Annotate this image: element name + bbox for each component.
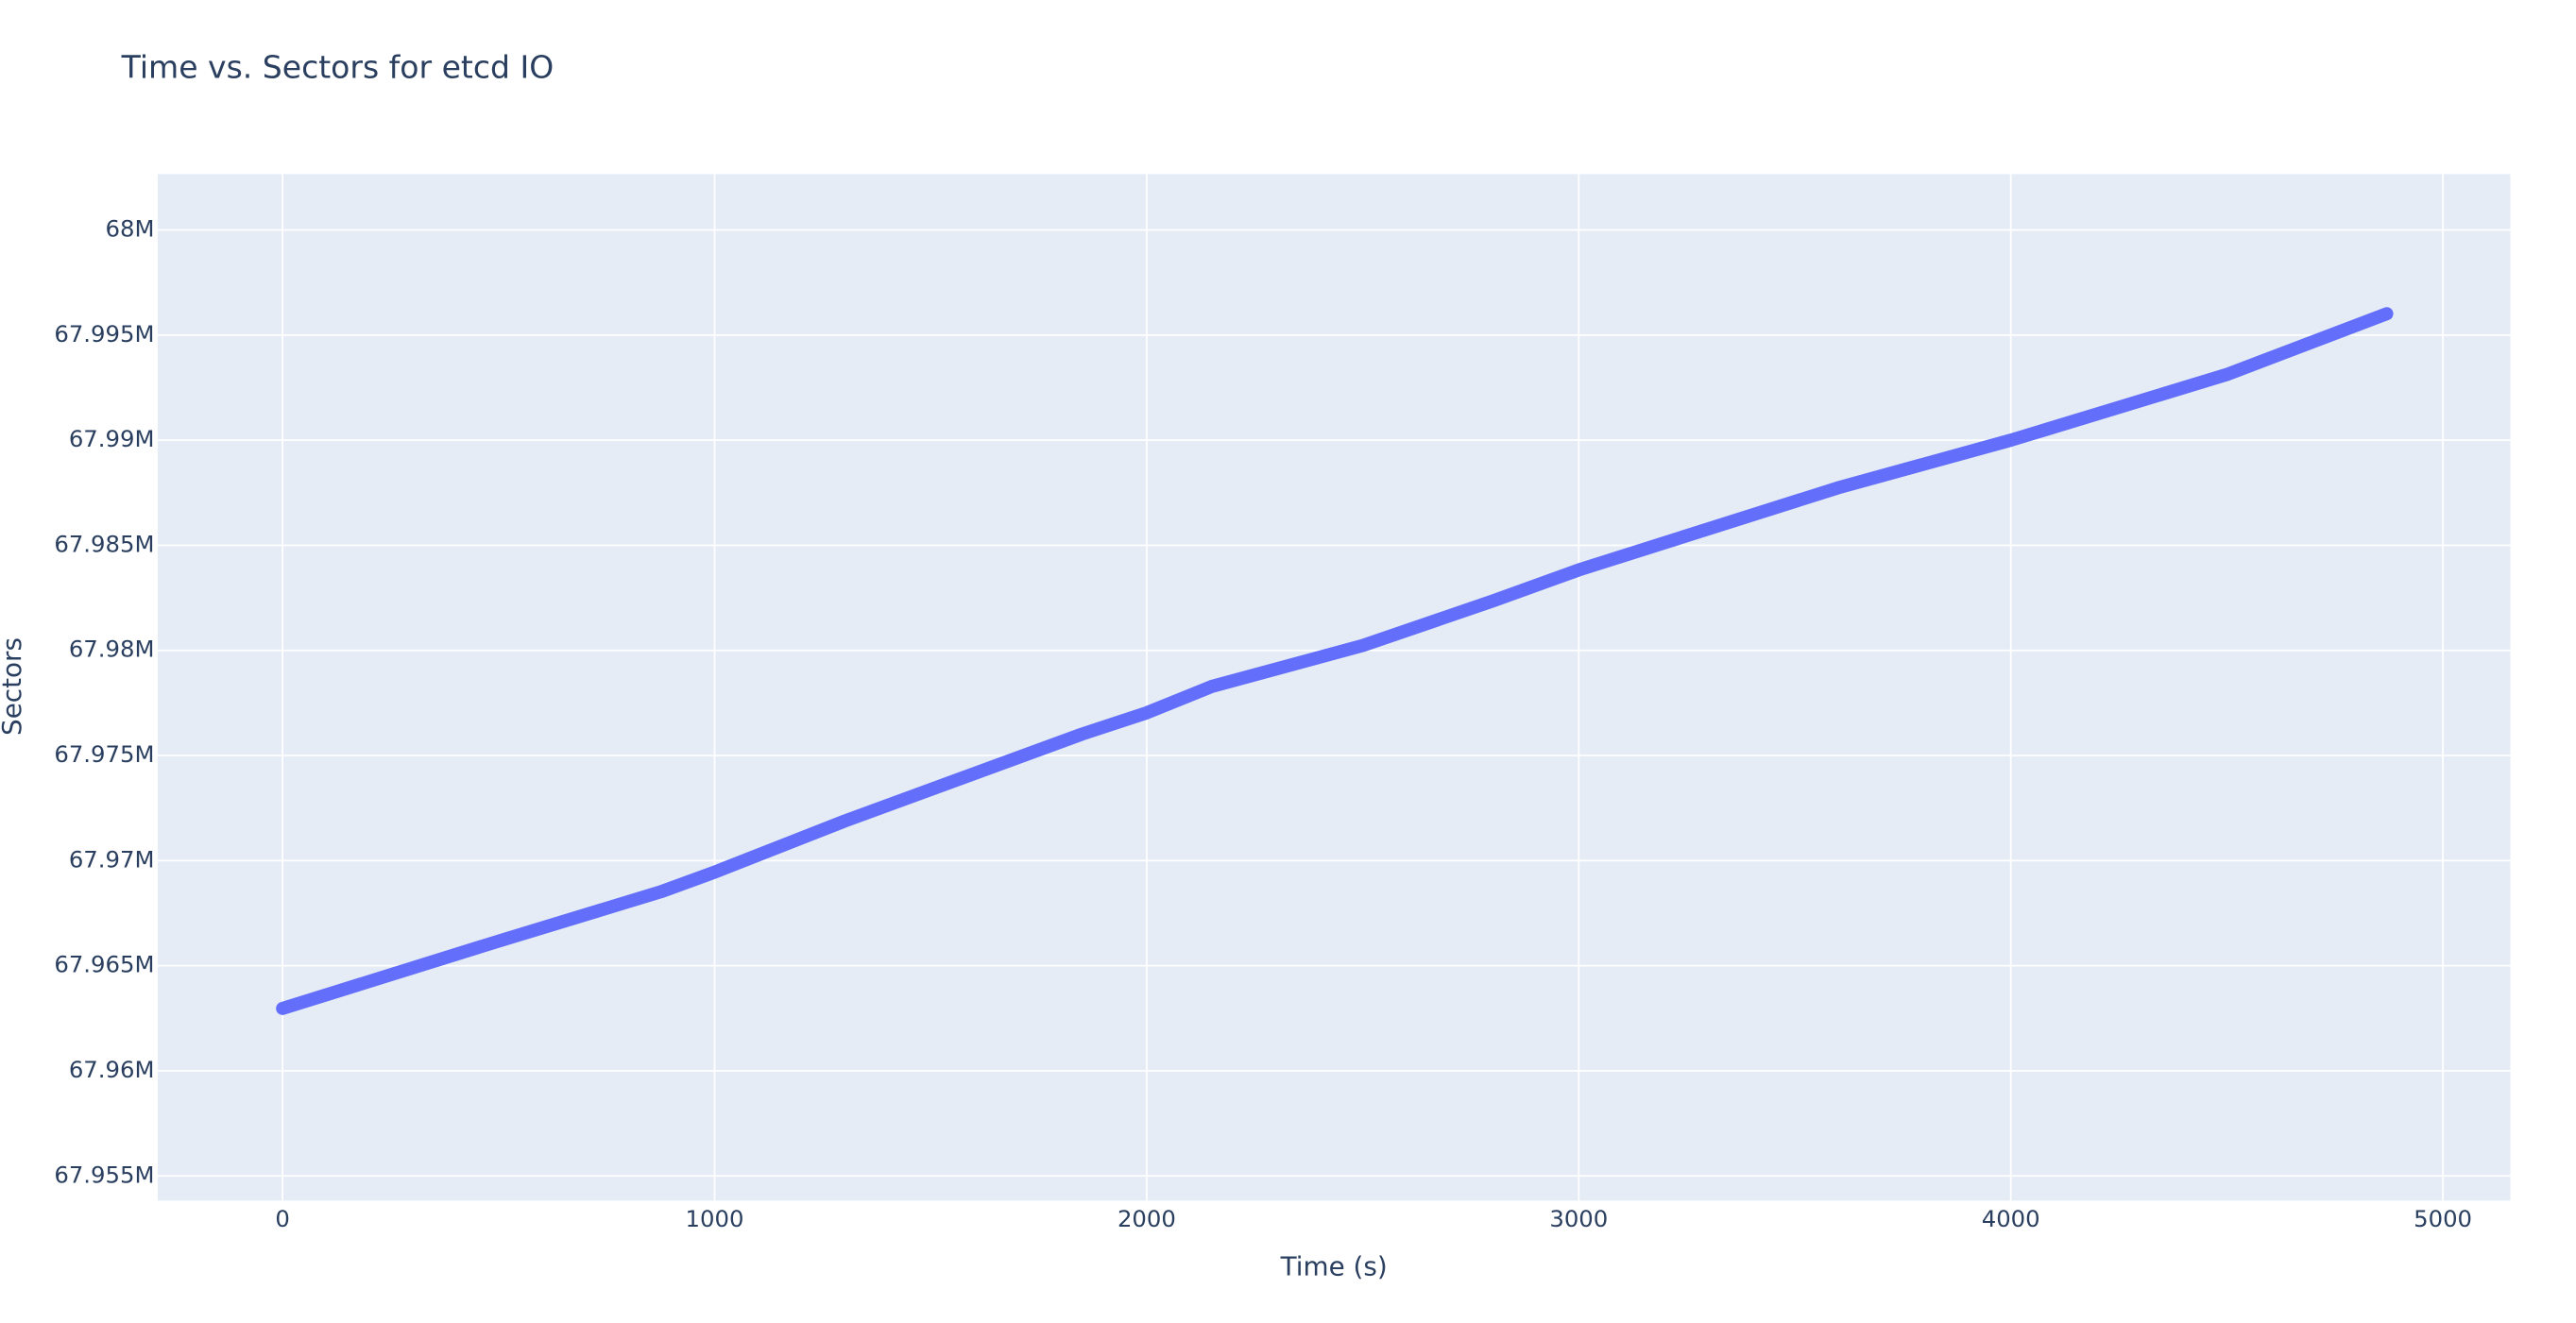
y-tick-label: 67.965M [54, 951, 154, 978]
x-tick-label: 5000 [2414, 1205, 2472, 1232]
chart-title: Time vs. Sectors for etcd IO [121, 49, 554, 86]
data-line [276, 307, 2394, 1015]
y-tick-label: 67.98M [69, 636, 155, 663]
y-tick-label: 67.96M [69, 1056, 155, 1083]
y-tick-label: 68M [106, 215, 155, 243]
y-tick-label: 67.975M [54, 740, 154, 768]
plot-area [157, 174, 2511, 1201]
y-tick-label: 67.97M [69, 845, 155, 873]
y-tick-label: 67.99M [69, 425, 155, 452]
y-tick-label: 67.955M [54, 1161, 154, 1188]
x-tick-label: 0 [275, 1205, 289, 1232]
x-axis-title: Time (s) [1280, 1251, 1388, 1282]
y-tick-label: 67.995M [54, 320, 154, 348]
x-tick-label: 4000 [1982, 1205, 2040, 1232]
x-tick-label: 2000 [1117, 1205, 1176, 1232]
y-tick-label: 67.985M [54, 530, 154, 557]
x-tick-label: 3000 [1549, 1205, 1608, 1232]
x-tick-label: 1000 [686, 1205, 744, 1232]
y-axis-title: Sectors [0, 637, 27, 736]
